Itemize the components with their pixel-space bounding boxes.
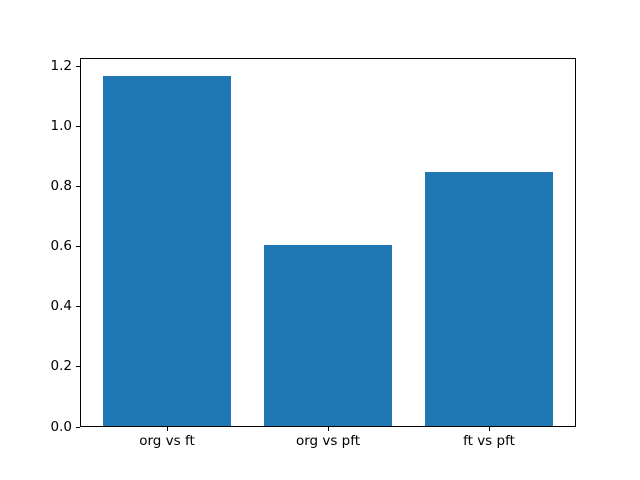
y-tick-label: 0.6 [50,238,72,255]
bar-org-vs-pft [263,245,393,426]
bar-org-vs-ft [102,75,232,426]
y-tick-mark [76,126,80,128]
y-tick-mark [76,306,80,308]
x-tick-label: org vs pft [295,433,361,449]
y-tick-mark [76,66,80,68]
y-tick-label: 0.0 [50,418,72,435]
y-tick-mark [76,186,80,188]
y-tick-mark [76,366,80,368]
x-tick-label: ft vs pft [463,433,515,449]
x-tick-mark [166,427,168,431]
y-tick-mark [76,426,80,428]
y-tick-label: 1.0 [50,118,72,135]
y-tick-label: 1.2 [50,58,72,75]
x-tick-mark [327,427,329,431]
y-tick-mark [76,246,80,248]
y-tick-label: 0.2 [50,358,72,375]
y-tick-label: 0.4 [50,298,72,315]
bar-ft-vs-pft [424,171,554,426]
x-tick-label: org vs ft [139,433,195,449]
y-tick-label: 0.8 [50,178,72,195]
x-tick-mark [488,427,490,431]
